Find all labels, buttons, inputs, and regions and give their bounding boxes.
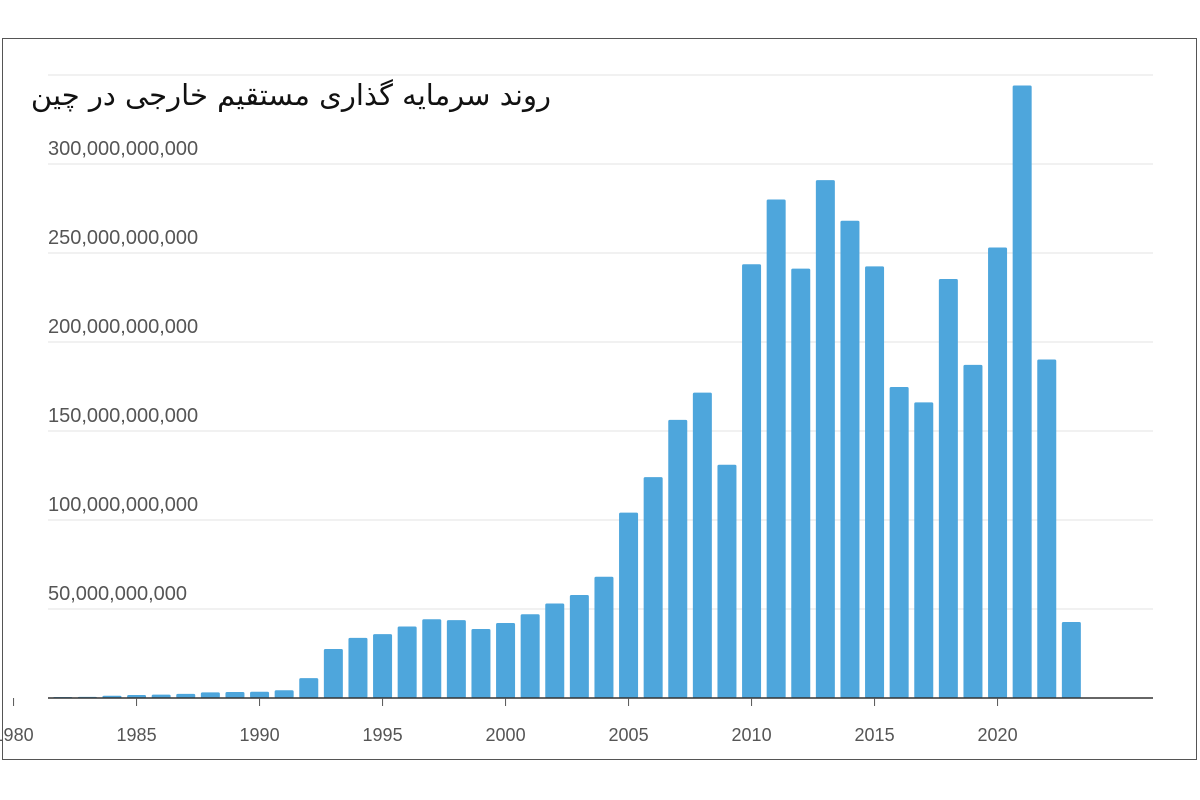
bar — [840, 220, 860, 699]
bar — [397, 626, 417, 698]
bar — [643, 477, 663, 698]
bar — [446, 620, 466, 698]
y-tick-label: 100,000,000,000 — [48, 494, 198, 516]
bar — [668, 419, 688, 698]
x-tick-label: 1985 — [117, 725, 157, 745]
x-tick-label: 2000 — [486, 725, 526, 745]
y-tick-label: 300,000,000,000 — [48, 138, 198, 160]
bar — [176, 693, 196, 698]
bar — [274, 690, 294, 698]
bar — [250, 691, 270, 698]
x-tick-label: 2010 — [732, 725, 772, 745]
bar — [619, 512, 639, 698]
bar — [742, 264, 762, 698]
bar — [323, 649, 343, 698]
x-tick-label: 1980 — [0, 725, 34, 745]
y-tick-label: 200,000,000,000 — [48, 316, 198, 338]
bar — [791, 268, 811, 698]
y-tick-label: 50,000,000,000 — [48, 583, 187, 605]
chart-frame — [2, 38, 1197, 760]
bar — [348, 637, 368, 698]
bar — [914, 402, 934, 698]
bar — [1061, 621, 1081, 698]
bar — [520, 614, 540, 698]
x-tick-label: 2005 — [609, 725, 649, 745]
bar — [569, 594, 589, 698]
y-tick-label: 150,000,000,000 — [48, 405, 198, 427]
bar — [151, 694, 171, 698]
bar — [545, 603, 565, 698]
x-tick-label: 2020 — [978, 725, 1018, 745]
bar — [717, 464, 737, 698]
bar — [200, 692, 220, 698]
bar — [938, 279, 958, 698]
bar — [889, 386, 909, 698]
x-tick-label: 1990 — [240, 725, 280, 745]
bar — [422, 619, 442, 698]
bar — [1037, 359, 1057, 698]
bar — [496, 623, 516, 698]
bar — [299, 678, 319, 698]
bar — [865, 266, 885, 698]
bar — [471, 629, 491, 698]
bar — [1012, 85, 1032, 698]
bar — [988, 247, 1008, 698]
y-tick-label: 250,000,000,000 — [48, 227, 198, 249]
bar — [692, 392, 712, 698]
chart-title-text: روند سرمایه گذاری مستقیم خارجی در چین — [30, 78, 551, 112]
x-tick-label: 2015 — [855, 725, 895, 745]
chart-title: روند سرمایه گذاری مستقیم خارجی در چین — [31, 72, 559, 118]
bar — [225, 691, 245, 698]
bar — [766, 199, 786, 698]
bar — [815, 180, 835, 698]
bar — [963, 364, 983, 698]
bar — [373, 634, 393, 698]
x-tick-label: 1995 — [363, 725, 403, 745]
bar — [594, 576, 614, 698]
